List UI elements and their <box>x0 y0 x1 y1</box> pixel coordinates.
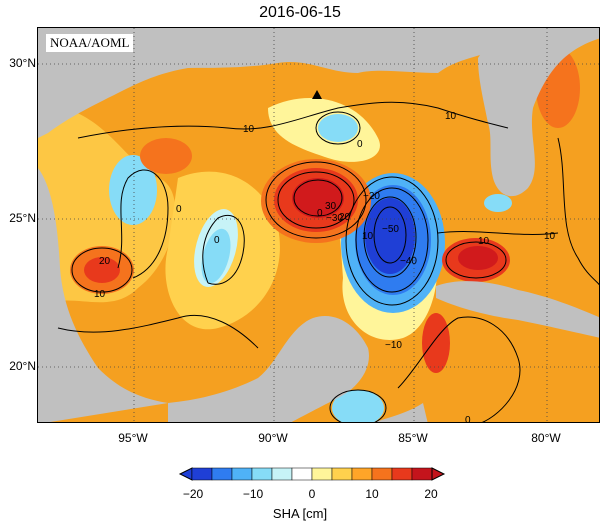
contour-label: 0 <box>214 235 220 246</box>
colorbar-cell <box>191 467 213 481</box>
cold-eddy-florida <box>484 194 512 212</box>
colorbar-min-arrow <box>178 467 193 481</box>
colorbar-cell <box>271 467 293 481</box>
colorbar-tick-label: 0 <box>308 487 316 501</box>
contour-label: 10 <box>478 236 490 247</box>
lon-label-95w: 95°W <box>118 431 148 445</box>
contour-label: 0 <box>317 208 323 219</box>
credit-label: NOAA/AOML <box>46 34 134 52</box>
colorbar-cell <box>351 467 373 481</box>
warm-eddy-core <box>292 178 344 218</box>
contour-label: 10 <box>445 111 457 122</box>
contour-label: 10 <box>544 231 556 242</box>
colorbar-title: SHA [cm] <box>272 506 328 521</box>
lat-label-25n: 25°N <box>9 211 36 225</box>
colorbar-cell <box>211 467 233 481</box>
lat-label-20n: 20°N <box>9 359 36 373</box>
contour-label: 0 <box>176 204 182 215</box>
contour-label: 10 <box>94 289 106 300</box>
colorbar-cell <box>311 467 333 481</box>
contour-label: 20 <box>99 256 111 267</box>
colorbar-cell <box>371 467 393 481</box>
colorbar-cells <box>191 467 433 481</box>
colorbar-cell <box>231 467 253 481</box>
warm-eddy-caribbean <box>422 313 450 373</box>
contour-label: −20 <box>363 191 380 202</box>
colorbar-tick-label: −10 <box>242 487 264 501</box>
contour-label: 10 <box>243 124 255 135</box>
contour-label: 20 <box>339 212 351 223</box>
contour-label: 0 <box>465 415 471 426</box>
lon-label-90w: 90°W <box>258 431 288 445</box>
colorbar-tick-label: 20 <box>424 487 438 501</box>
contour-label: 10 <box>362 231 374 242</box>
sha-map <box>38 28 599 422</box>
cold-eddy-south <box>332 390 384 422</box>
contour-label: −50 <box>382 224 399 235</box>
contour-label: −30 <box>326 213 343 224</box>
contour-label: 30 <box>325 201 337 212</box>
lon-label-80w: 80°W <box>531 431 561 445</box>
colorbar-tick-label: −20 <box>182 487 204 501</box>
map-panel <box>37 27 600 423</box>
colorbar-cell <box>331 467 353 481</box>
contour-label: 0 <box>357 139 363 150</box>
colorbar-cell <box>251 467 273 481</box>
lat-label-30n: 30°N <box>9 56 36 70</box>
colorbar-cell <box>411 467 433 481</box>
contour-label: −10 <box>385 340 402 351</box>
lon-label-85w: 85°W <box>398 431 428 445</box>
chart-title: 2016-06-15 <box>259 4 341 21</box>
contour-lines <box>57 101 599 422</box>
colorbar-max-arrow <box>431 467 446 481</box>
contour-label: −40 <box>400 256 417 267</box>
colorbar-tick-label: 10 <box>365 487 379 501</box>
colorbar-cell <box>291 467 313 481</box>
yellow-zone-west <box>38 107 176 308</box>
cold-eddy-north <box>318 114 358 142</box>
colorbar <box>178 467 446 481</box>
colorbar-cell <box>391 467 413 481</box>
land <box>38 28 599 422</box>
station-marker <box>312 90 322 99</box>
